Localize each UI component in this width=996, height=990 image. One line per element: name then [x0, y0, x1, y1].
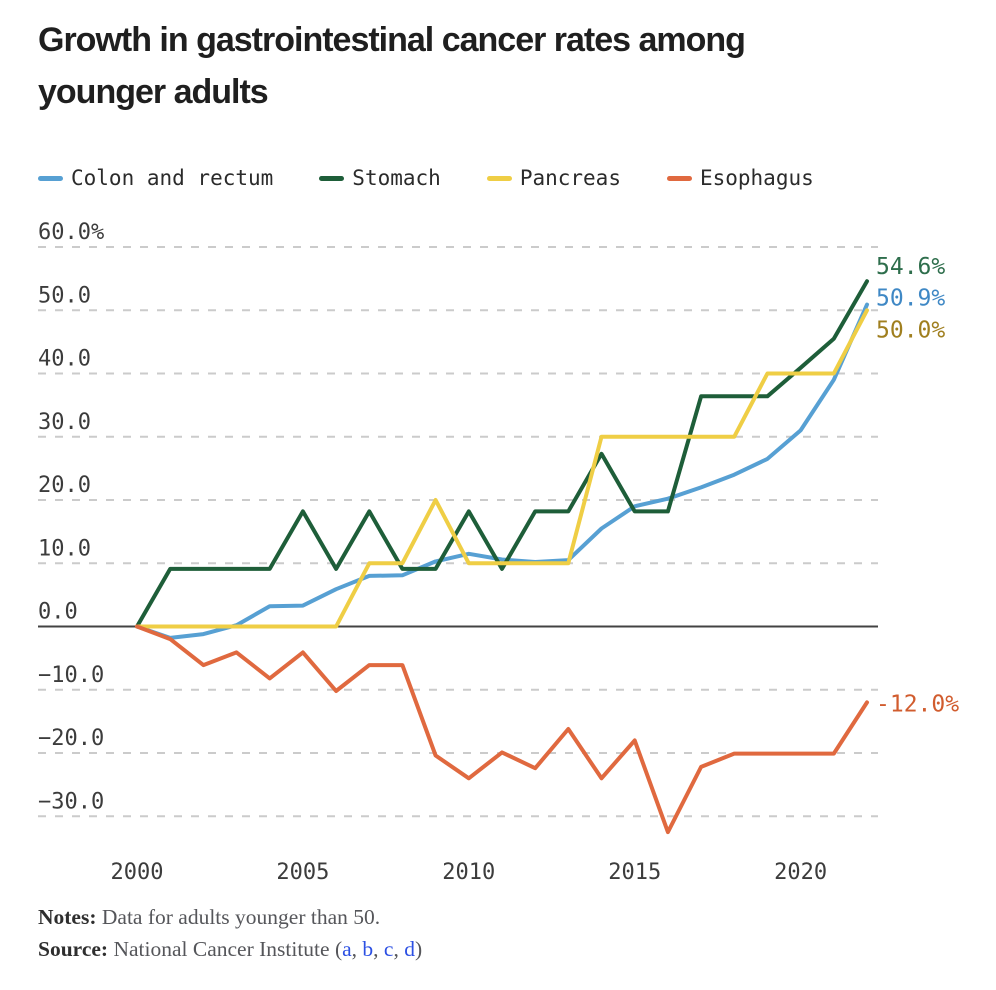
source-link-a[interactable]: a	[342, 937, 352, 961]
source-text: National Cancer Institute	[113, 937, 330, 961]
series-line-esophagus	[135, 624, 869, 835]
legend-swatch-icon	[319, 175, 345, 181]
source-link-b[interactable]: b	[362, 937, 374, 961]
legend-swatch-icon	[666, 175, 692, 181]
x-tick-label: 2020	[774, 860, 827, 885]
legend-item-pancreas: Pancreas	[486, 166, 621, 190]
y-tick-label: 10.0	[38, 536, 91, 561]
x-tick-label: 2015	[608, 860, 661, 885]
source-line: Source: National Cancer Institute (a, b,…	[38, 933, 422, 965]
y-tick-label: 60.0%	[38, 220, 104, 245]
y-tick-label: 40.0	[38, 347, 91, 372]
end-label-colon-and-rectum: 50.9%	[876, 286, 945, 312]
source-link-d[interactable]: d	[404, 937, 415, 961]
y-tick-label: −30.0	[38, 789, 104, 814]
x-tick-label: 2005	[276, 860, 329, 885]
legend-swatch-icon	[486, 175, 512, 181]
chart-footer: Notes: Data for adults younger than 50. …	[38, 901, 422, 965]
y-tick-label: 0.0	[38, 600, 78, 625]
legend-label: Colon and rectum	[71, 166, 274, 190]
y-tick-label: −10.0	[38, 663, 104, 688]
legend-item-esophagus: Esophagus	[666, 166, 814, 190]
series-line-stomach	[135, 279, 869, 629]
notes-text: Data for adults younger than 50.	[101, 905, 381, 929]
legend-label: Esophagus	[699, 166, 814, 190]
legend-item-stomach: Stomach	[319, 166, 441, 190]
source-link-c[interactable]: c	[383, 937, 394, 961]
page-title: Growth in gastrointestinal cancer rates …	[38, 21, 746, 111]
series-line-pancreas	[135, 308, 869, 629]
end-label-pancreas: 50.0%	[876, 317, 945, 343]
notes-label: Notes:	[38, 905, 97, 929]
legend-label: Stomach	[352, 166, 441, 190]
legend-swatch-icon	[38, 175, 63, 181]
source-links: (a, b, c, d)	[334, 937, 423, 961]
y-tick-label: 20.0	[38, 473, 91, 498]
x-tick-label: 2010	[442, 860, 495, 885]
y-tick-label: 30.0	[38, 410, 91, 435]
series-line-colon-and-rectum	[135, 302, 869, 640]
end-label-stomach: 54.6%	[876, 254, 945, 280]
legend-item-colon-and-rectum: Colon and rectum	[38, 166, 273, 190]
legend-label: Pancreas	[519, 166, 621, 190]
y-tick-label: −20.0	[38, 726, 104, 751]
y-tick-label: 50.0	[38, 283, 91, 308]
source-label: Source:	[38, 937, 109, 961]
x-tick-label: 2000	[111, 860, 164, 885]
legend: Colon and rectum Stomach Pancreas Esophagus	[38, 166, 814, 190]
end-label-esophagus: -12.0%	[876, 691, 959, 717]
notes-line: Notes: Data for adults younger than 50.	[38, 901, 422, 933]
